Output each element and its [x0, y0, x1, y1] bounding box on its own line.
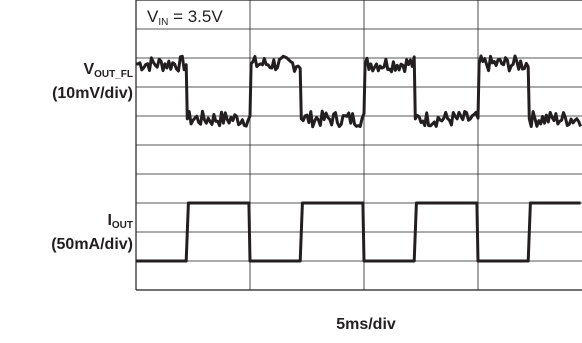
vin-annotation: VIN = 3.5V [147, 7, 223, 28]
iout-trace [136, 201, 581, 263]
plot-grid [135, 0, 582, 291]
channel-2-scale: (50mA/div) [51, 236, 133, 253]
plot-traces [135, 54, 582, 263]
channel-2-label: IOUT (50mA/div) [51, 211, 133, 254]
channel-1-scale: (10mV/div) [52, 85, 133, 102]
vout-trace [135, 54, 582, 129]
time-per-division-label: 5ms/div [336, 316, 396, 333]
channel-2-name: IOUT [107, 212, 133, 231]
channel-1-name: VOUT_FL [83, 61, 133, 80]
channel-1-label: VOUT_FL (10mV/div) [52, 60, 133, 103]
